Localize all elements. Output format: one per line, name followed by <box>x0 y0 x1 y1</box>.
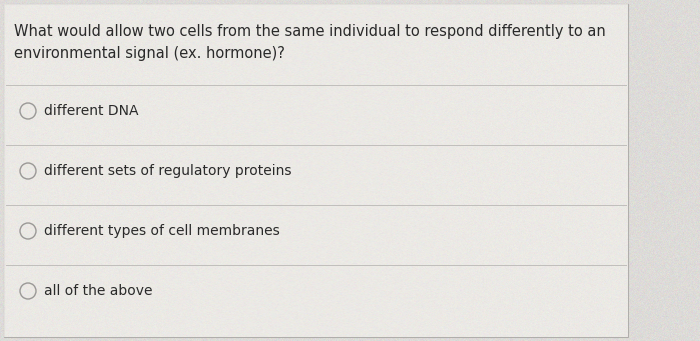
Text: What would allow two cells from the same individual to respond differently to an: What would allow two cells from the same… <box>14 24 606 39</box>
FancyBboxPatch shape <box>4 4 628 337</box>
Text: all of the above: all of the above <box>44 284 153 298</box>
Text: different sets of regulatory proteins: different sets of regulatory proteins <box>44 164 291 178</box>
Text: different types of cell membranes: different types of cell membranes <box>44 224 280 238</box>
Text: environmental signal (ex. hormone)?: environmental signal (ex. hormone)? <box>14 46 285 61</box>
Text: different DNA: different DNA <box>44 104 139 118</box>
